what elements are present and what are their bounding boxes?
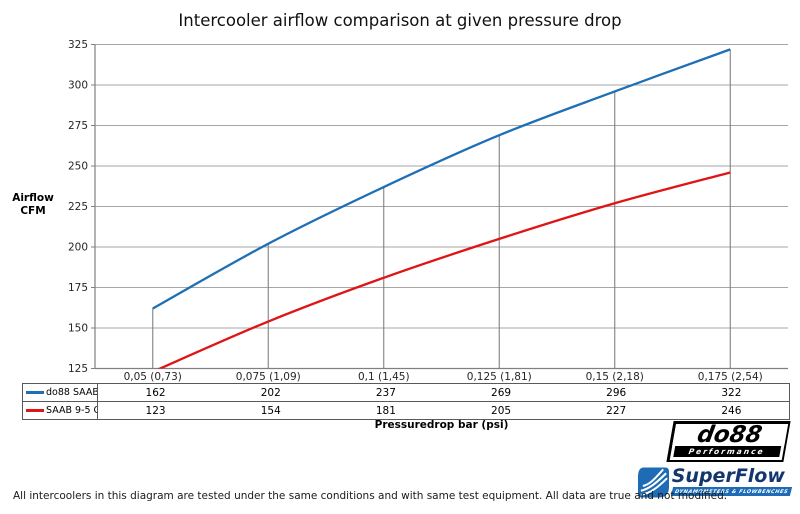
x-tick-label: 0,1 (1,45) bbox=[358, 371, 410, 383]
superflow-logo: SuperFlow DYNAMOMETERS & FLOWBENCHES bbox=[637, 465, 793, 500]
table-value-cell: 269 bbox=[491, 386, 512, 399]
y-tick-label: 275 bbox=[68, 120, 88, 132]
y-tick-label: 200 bbox=[68, 242, 88, 254]
series-line-1 bbox=[157, 171, 731, 369]
superflow-wordmark: SuperFlow bbox=[671, 465, 785, 487]
y-tick-label: 250 bbox=[68, 161, 88, 173]
do88-logo: do88 Performance bbox=[666, 421, 791, 462]
table-value-cell: 123 bbox=[98, 401, 214, 419]
chart-title: Intercooler airflow comparison at given … bbox=[178, 11, 622, 30]
legend-item: do88 SAAB 9-5 bbox=[23, 384, 98, 401]
y-tick-label: 325 bbox=[68, 39, 88, 51]
footnote-text: All intercoolers in this diagram are tes… bbox=[13, 490, 728, 502]
table-value-cell: 162 bbox=[145, 386, 166, 399]
table-value-cell: 246 bbox=[673, 401, 789, 419]
y-tick-label: 175 bbox=[68, 282, 88, 294]
y-axis-title-line2: CFM bbox=[20, 204, 46, 217]
x-tick-label: 0,075 (1,09) bbox=[236, 371, 301, 383]
series-line-0 bbox=[152, 48, 731, 310]
y-axis-title: Airflow CFM bbox=[8, 192, 58, 217]
do88-logo-frame: do88 Performance bbox=[669, 422, 788, 460]
legend-swatch bbox=[26, 391, 44, 394]
y-tick-label: 300 bbox=[68, 80, 88, 92]
superflow-s-icon bbox=[637, 467, 669, 498]
chart-plot-area: 125 150 175 200 225 250 275 300 325 0,05 (0,73) 0,… bbox=[68, 39, 788, 383]
legend-item: SAAB 9-5 OEM bbox=[23, 401, 98, 419]
table-value-cell: 237 bbox=[375, 386, 396, 399]
legend-swatch bbox=[26, 409, 44, 412]
table-value-cell: 202 bbox=[260, 386, 281, 399]
y-tick-label: 150 bbox=[68, 323, 88, 335]
x-tick-label: 0,125 (1,81) bbox=[467, 371, 532, 383]
chart-data-table: do88 SAAB 9-5 162 202 237 269 296 322 SAAB 9-5 … bbox=[22, 383, 790, 420]
legend-label: do88 SAAB 9-5 bbox=[46, 387, 98, 398]
superflow-logo-text: SuperFlow DYNAMOMETERS & FLOWBENCHES bbox=[670, 465, 793, 496]
table-value-cell: 227 bbox=[558, 401, 674, 419]
do88-logo-wordmark: do88 bbox=[671, 422, 788, 448]
table-value-cell: 154 bbox=[213, 401, 329, 419]
legend-label: SAAB 9-5 OEM bbox=[46, 405, 97, 416]
x-axis-title: Pressuredrop bar (psi) bbox=[374, 419, 509, 431]
x-tick-label: 0,175 (2,54) bbox=[698, 371, 763, 383]
do88-logo-tagline: Performance bbox=[672, 445, 781, 457]
x-tick-label: 0,05 (0,73) bbox=[124, 371, 182, 383]
x-tick-label: 0,15 (2,18) bbox=[586, 371, 644, 383]
table-value-cell: 296 bbox=[606, 386, 627, 399]
table-value-cell: 205 bbox=[443, 401, 559, 419]
table-value-cell: 322 bbox=[721, 386, 742, 399]
y-axis-title-line1: Airflow bbox=[12, 192, 54, 204]
y-tick-label: 225 bbox=[68, 201, 88, 213]
y-tick-label: 125 bbox=[68, 363, 88, 375]
table-value-cell: 181 bbox=[328, 401, 444, 419]
